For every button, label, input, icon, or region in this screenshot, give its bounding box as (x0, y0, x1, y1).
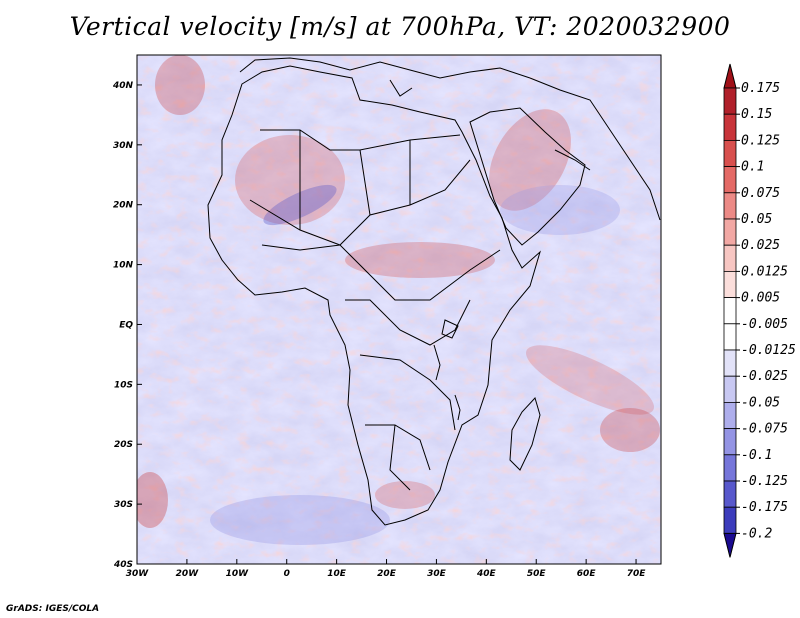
colorbar-segment (723, 480, 737, 508)
lon-tick-label: 20W (176, 569, 200, 579)
lat-tick-label: 40N (112, 81, 134, 91)
colorbar-segment (723, 401, 737, 429)
lon-tick-label: 40E (476, 569, 497, 579)
lon-tick-label: 30W (126, 569, 150, 579)
lat-tick-label: EQ (119, 320, 133, 330)
colorbar-label: 0.1 (741, 160, 764, 175)
longitude-axis: 30W 20W 10W 0 10E 20E 30E 40E 50E 60E 70E (126, 559, 646, 579)
colorbar-label: 0.0125 (741, 264, 788, 279)
lon-tick-label: 0 (284, 569, 290, 579)
colorbar-bottom-arrow (723, 532, 737, 558)
lon-tick-label: 70E (627, 569, 647, 579)
velocity-field (137, 55, 661, 564)
colorbar-label: 0.15 (741, 107, 772, 122)
colorbar-label: 0.075 (741, 186, 780, 201)
coastlines (207, 57, 661, 526)
lat-tick-label: 10N (113, 261, 134, 271)
colorbar-label: -0.2 (741, 526, 772, 541)
colorbar-label: -0.075 (741, 422, 788, 437)
colorbar-segment (723, 87, 737, 115)
lon-tick-label: 50E (527, 569, 547, 579)
chart-title: Vertical velocity [m/s] at 700hPa, VT: 2… (69, 12, 731, 41)
colorbar-segment (723, 218, 737, 246)
lon-tick-label: 10W (226, 569, 250, 579)
lon-tick-label: 30E (427, 569, 447, 579)
colorbar-label: 0.005 (741, 291, 780, 306)
lat-tick-label: 20N (113, 201, 134, 211)
colorbar-label: -0.05 (741, 395, 780, 410)
lon-tick-label: 60E (577, 569, 597, 579)
colorbar-label: 0.125 (741, 133, 780, 148)
colorbar-segment (723, 244, 737, 272)
colorbar-segment (723, 270, 737, 298)
lon-tick-label: 10E (327, 569, 347, 579)
colorbar-segment (723, 454, 737, 482)
lon-tick-label: 20E (377, 569, 397, 579)
colorbar-segment (723, 428, 737, 456)
colorbar-label: 0.025 (741, 238, 780, 253)
colorbar-label: -0.005 (741, 317, 788, 332)
colorbar-segment (723, 166, 737, 194)
plot-frame (136, 54, 662, 565)
colorbar-label: 0.05 (741, 212, 772, 227)
lat-tick-label: 10S (114, 380, 133, 390)
lat-tick-label: 20S (114, 440, 133, 450)
colorbar: 0.175 0.15 0.125 0.1 0.075 0.05 0.025 0.0125 0.0… (723, 63, 796, 558)
colorbar-segment (723, 349, 737, 377)
colorbar-segment (723, 139, 737, 167)
colorbar-segment (723, 297, 737, 325)
colorbar-segment (723, 323, 737, 351)
colorbar-segment (723, 113, 737, 141)
colorbar-label: -0.0125 (741, 343, 796, 358)
colorbar-top-arrow (723, 63, 737, 89)
colorbar-segment (723, 506, 737, 534)
grads-credit: GrADS: IGES/COLA (6, 604, 100, 614)
colorbar-label: -0.175 (741, 500, 788, 515)
latitude-axis: 40N 30N 20N 10N EQ 10S 20S 30S 40S (112, 81, 142, 570)
lat-tick-label: 30N (113, 141, 134, 151)
colorbar-segment (723, 375, 737, 403)
colorbar-label: -0.025 (741, 369, 788, 384)
colorbar-label: -0.125 (741, 474, 788, 489)
colorbar-label: -0.1 (741, 448, 772, 463)
lat-tick-label: 30S (114, 500, 133, 510)
colorbar-segment (723, 192, 737, 220)
colorbar-label: 0.175 (741, 81, 780, 96)
lat-tick-label: 40S (113, 560, 133, 570)
